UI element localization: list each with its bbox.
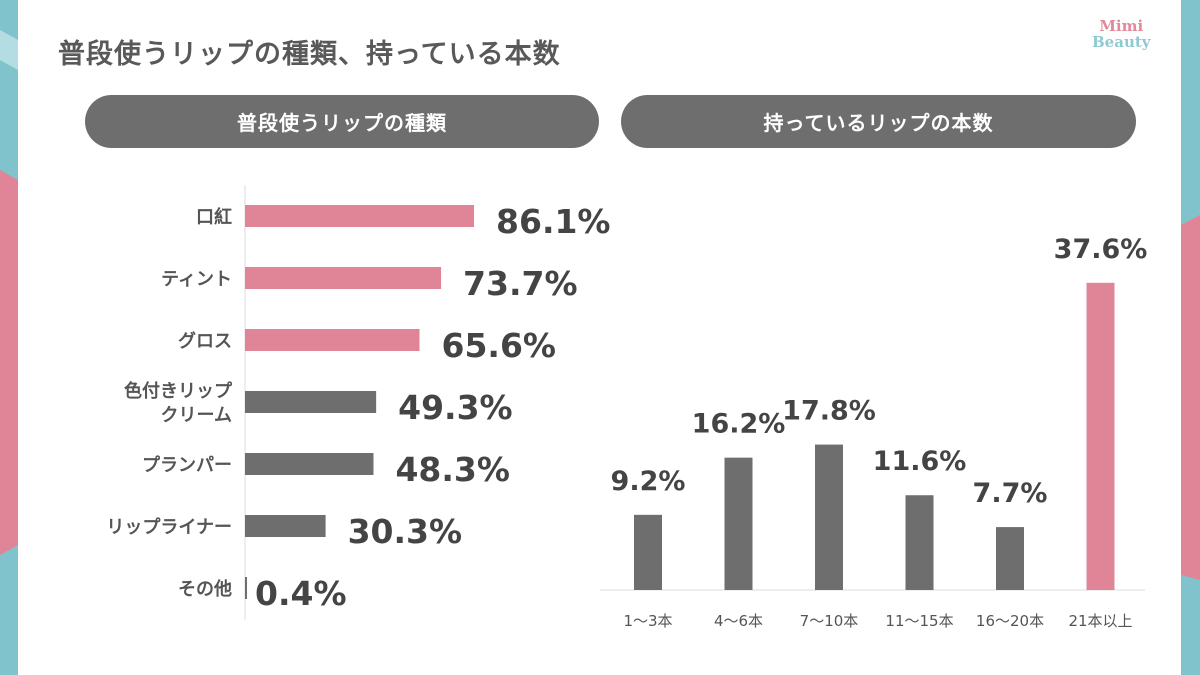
- column-0: [634, 514, 662, 590]
- data-label: 37.6%: [1054, 234, 1148, 265]
- bar-0: [245, 205, 475, 227]
- bar-3: [245, 391, 377, 413]
- data-label: 73.7%: [463, 264, 578, 303]
- category-label: リップライナー: [106, 516, 232, 538]
- data-label: 9.2%: [611, 466, 686, 497]
- category-label: 色付きリップ: [124, 380, 233, 402]
- data-label: 11.6%: [873, 446, 967, 477]
- page-title: 普段使うリップの種類、持っている本数: [58, 39, 561, 70]
- category-label: 1〜3本: [623, 612, 672, 630]
- category-label: プランパー: [142, 454, 232, 476]
- bar-6: [245, 577, 247, 599]
- category-label: 4〜6本: [714, 612, 763, 630]
- data-label: 0.4%: [255, 574, 347, 613]
- data-label: 48.3%: [395, 450, 510, 489]
- bar-2: [245, 329, 420, 351]
- bar-5: [245, 515, 326, 537]
- data-label: 7.7%: [973, 478, 1048, 509]
- data-label: 16.2%: [692, 409, 786, 440]
- brand-logo: Mimi Beauty: [1092, 17, 1151, 51]
- column-3: [905, 495, 934, 590]
- left-panel-header: 普段使うリップの種類: [85, 95, 599, 148]
- category-label: 7〜10本: [800, 612, 859, 630]
- category-label: クリーム: [161, 405, 232, 426]
- column-4: [996, 527, 1024, 590]
- category-label: 口紅: [196, 206, 232, 228]
- category-label: ティント: [161, 269, 232, 290]
- data-label: 65.6%: [441, 326, 555, 365]
- category-label: 21本以上: [1068, 612, 1132, 630]
- data-label: 49.3%: [398, 388, 513, 427]
- data-label: 86.1%: [496, 202, 611, 241]
- data-label: 17.8%: [782, 396, 876, 427]
- data-label: 30.3%: [348, 512, 463, 551]
- category-label: 16〜20本: [976, 612, 1044, 630]
- bar-1: [245, 267, 442, 289]
- column-1: [724, 457, 753, 590]
- column-2: [815, 444, 843, 590]
- bar-4: [245, 453, 374, 475]
- category-label: グロス: [178, 330, 232, 352]
- category-label: 11〜15本: [885, 612, 953, 630]
- right-panel-header: 持っているリップの本数: [621, 95, 1136, 148]
- column-5: [1086, 282, 1115, 590]
- category-label: その他: [178, 578, 232, 600]
